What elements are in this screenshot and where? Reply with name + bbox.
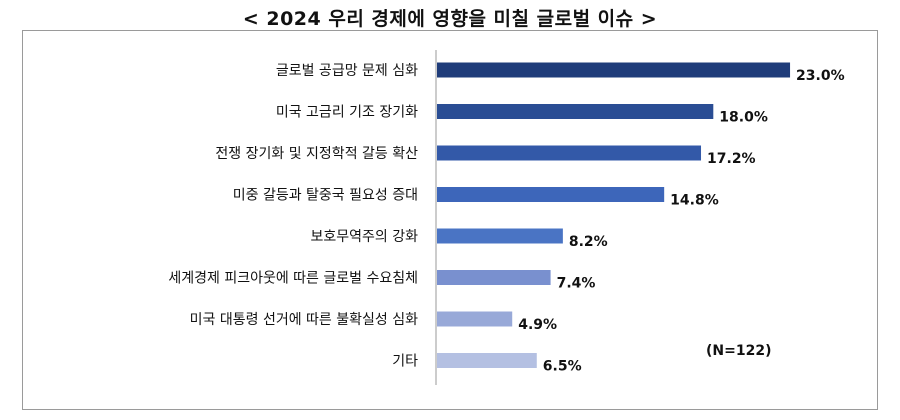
bar	[437, 270, 551, 285]
bar	[437, 145, 702, 161]
chart-frame	[22, 30, 878, 410]
value-label: 17.2%	[707, 151, 756, 167]
category-label: 전쟁 장기화 및 지정학적 갈등 확산	[215, 146, 418, 162]
category-label: 보호무역주의 강화	[311, 229, 419, 245]
value-label: 6.5%	[543, 359, 582, 375]
category-label: 미국 대통령 선거에 따른 불확실성 심화	[190, 312, 418, 328]
value-label: 7.4%	[557, 276, 596, 292]
value-label: 23.0%	[796, 68, 845, 84]
category-label: 글로벌 공급망 문제 심화	[276, 63, 418, 79]
category-label: 미중 갈등과 탈중국 필요성 증대	[233, 188, 418, 204]
value-label: 14.8%	[670, 193, 719, 209]
bar	[437, 311, 513, 327]
bar	[437, 187, 665, 202]
bar	[437, 104, 714, 119]
category-label: 세계경제 피크아웃에 따른 글로벌 수요침체	[168, 271, 418, 287]
category-label: 기타	[392, 354, 418, 370]
bar	[437, 353, 537, 368]
value-label: 18.0%	[719, 110, 768, 126]
bar	[437, 62, 791, 78]
value-label: 8.2%	[569, 234, 608, 250]
value-label: 4.9%	[518, 317, 557, 333]
sample-size-note: (N=122)	[706, 343, 772, 359]
bar	[437, 228, 563, 244]
category-label: 미국 고금리 기조 장기화	[276, 105, 418, 121]
chart-title: < 2024 우리 경제에 영향을 미칠 글로벌 이슈 >	[242, 8, 658, 30]
